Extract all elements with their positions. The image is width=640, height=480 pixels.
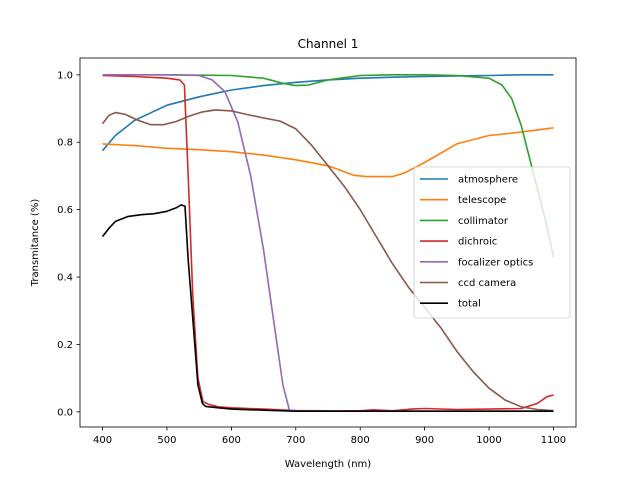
- legend-label: telescope: [458, 195, 506, 206]
- x-axis-label: Wavelength (nm): [285, 459, 371, 470]
- series-line-atmosphere: [101, 74, 554, 152]
- legend-label: focalizer optics: [458, 257, 533, 268]
- series-line-collimator: [102, 74, 555, 257]
- legend-label: total: [458, 299, 481, 310]
- y-tick-label: 0.0: [57, 407, 73, 418]
- x-tick-label: 1100: [541, 435, 566, 446]
- y-tick-label: 0.2: [57, 340, 73, 351]
- plot-frame: [79, 57, 577, 428]
- x-tick-label: 700: [286, 435, 305, 446]
- series-line-dichroic: [102, 74, 554, 412]
- legend-label: ccd camera: [458, 278, 516, 289]
- legend-box: [413, 166, 571, 319]
- y-axis: 0.0 0.2 0.4 0.6 0.8 1.0: [57, 70, 80, 418]
- series-line-total: [101, 204, 554, 412]
- plot-area: [79, 57, 577, 428]
- legend-label: dichroic: [458, 237, 497, 248]
- y-axis-label: Transmitance (%): [30, 199, 41, 288]
- series-layer: [101, 74, 555, 412]
- x-tick-label: 1000: [476, 435, 501, 446]
- legend-label: collimator: [458, 216, 509, 227]
- legend: atmosphere telescope collimator dichroic foc…: [413, 166, 571, 319]
- series-line-telescope: [102, 127, 554, 178]
- y-tick-label: 0.8: [57, 138, 73, 149]
- x-tick-label: 400: [93, 435, 112, 446]
- chart-title: Channel 1: [298, 37, 359, 51]
- x-tick-label: 900: [415, 435, 434, 446]
- x-tick-label: 500: [157, 435, 176, 446]
- x-axis: 400 500 600 700 800 900 1000 1100: [93, 427, 566, 446]
- y-tick-label: 1.0: [57, 70, 73, 81]
- x-tick-label: 800: [351, 435, 370, 446]
- y-tick-label: 0.4: [57, 273, 73, 284]
- legend-label: atmosphere: [458, 175, 518, 186]
- series-line-ccd-camera: [101, 109, 554, 412]
- y-tick-label: 0.6: [57, 205, 73, 216]
- x-tick-label: 600: [222, 435, 241, 446]
